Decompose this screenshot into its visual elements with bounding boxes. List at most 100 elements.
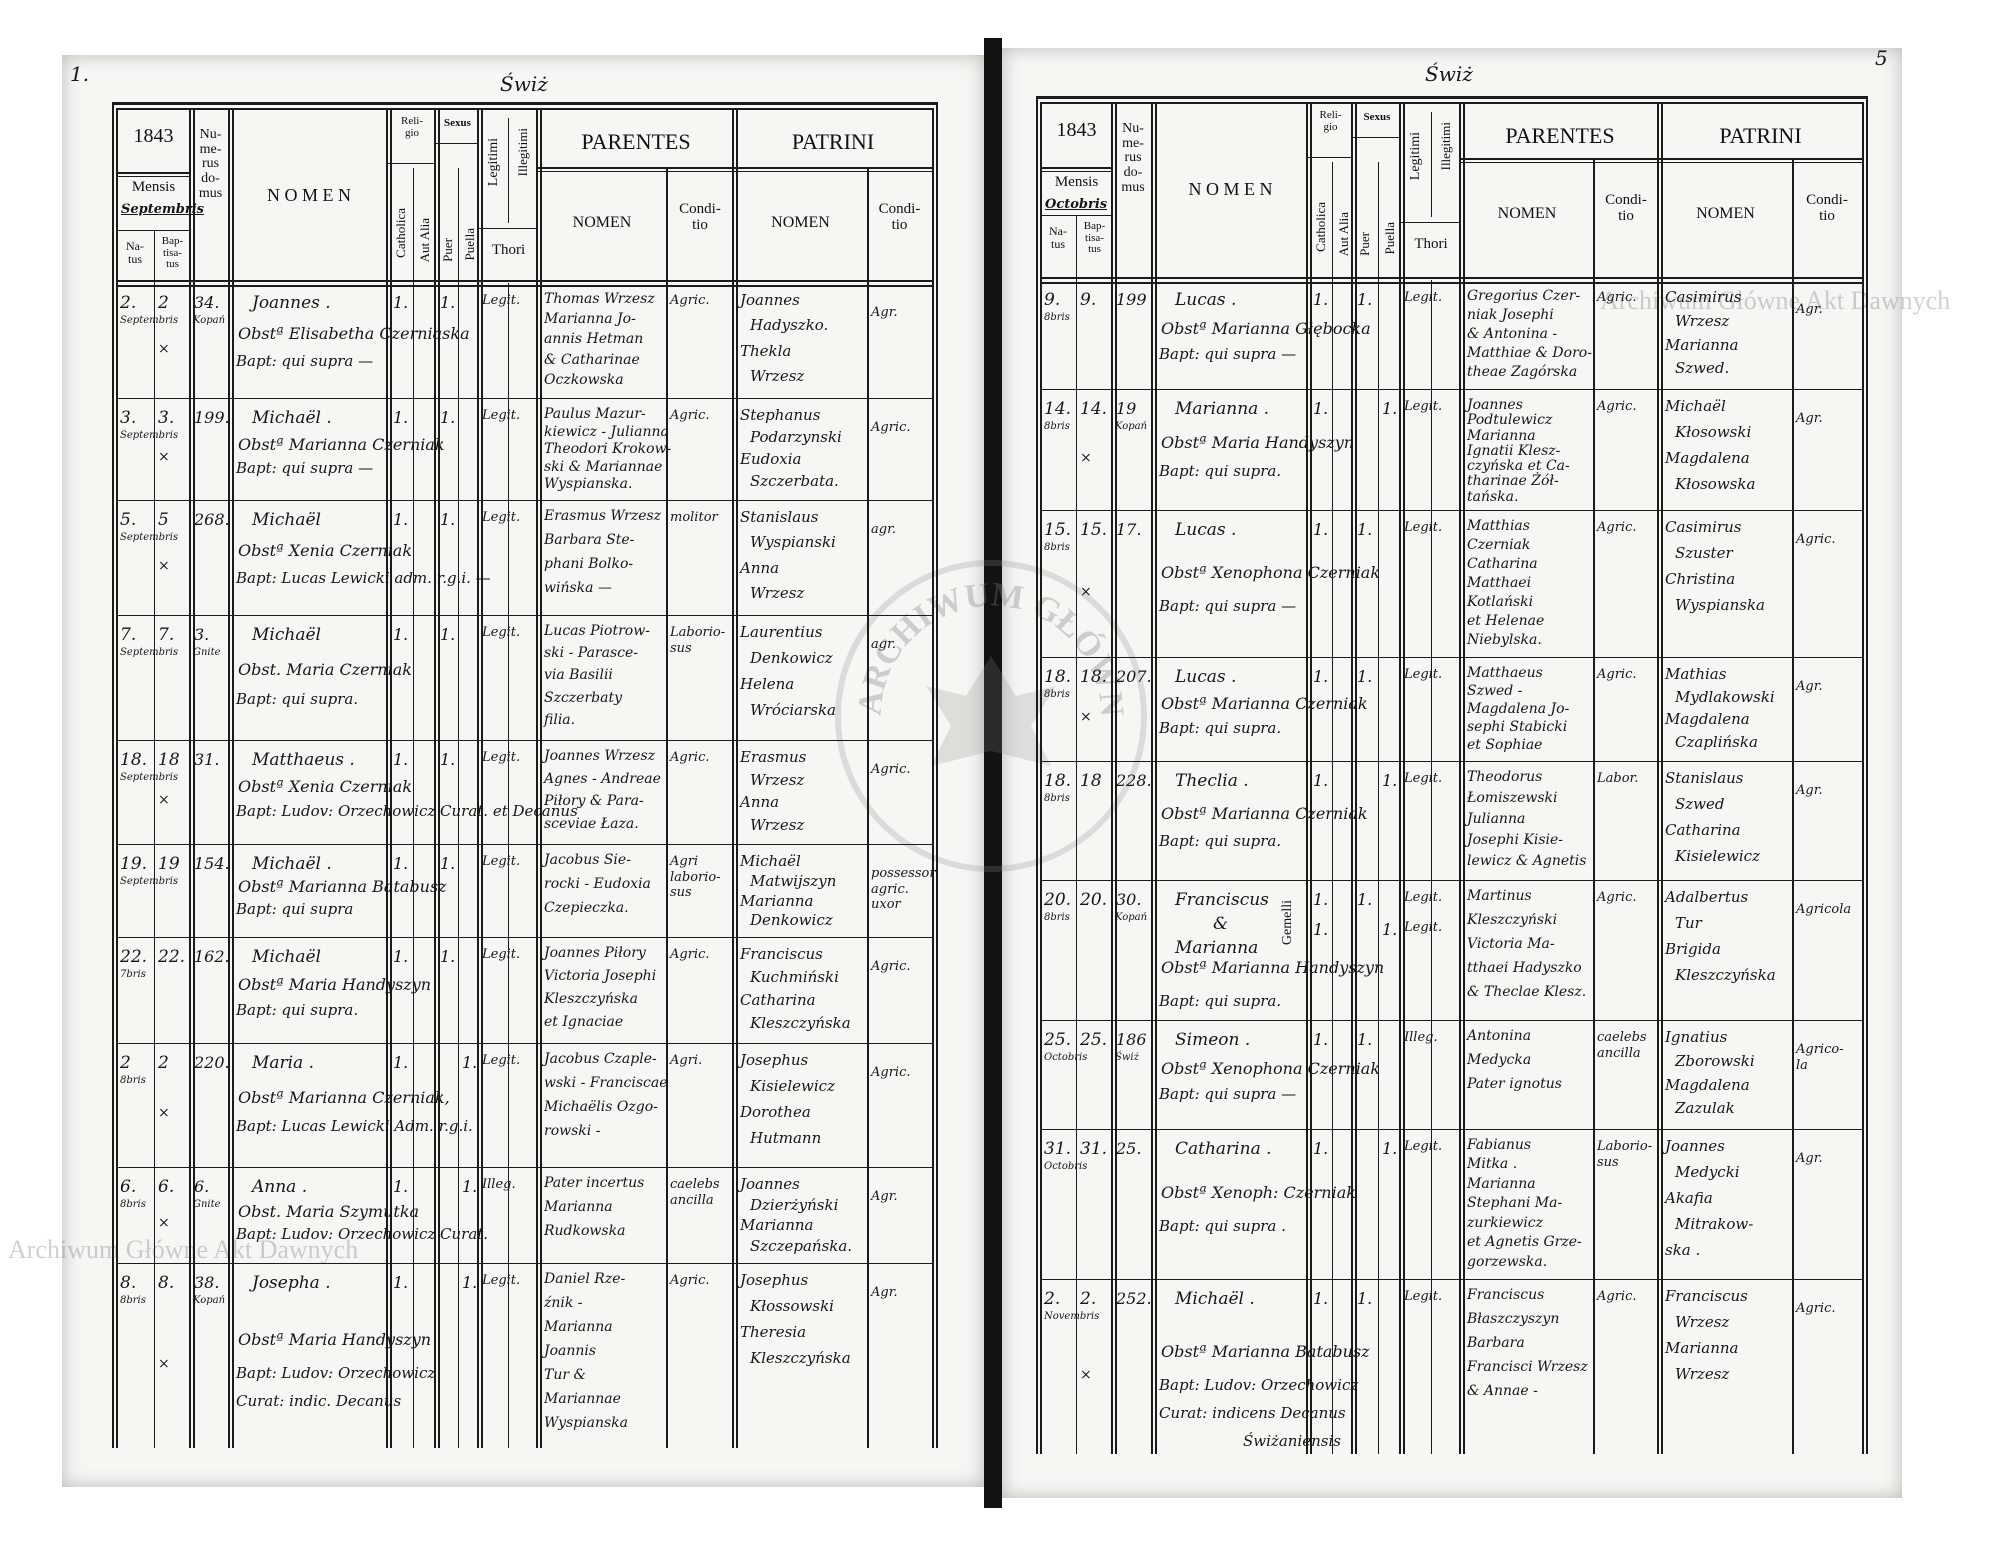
mensis-label: Mensis — [131, 179, 176, 195]
natus-day: 18. — [1044, 667, 1072, 687]
parents-condition: Agric. — [1597, 520, 1637, 535]
baptisatus-day: 18 — [1080, 771, 1102, 791]
mensis-label: Mensis — [1054, 174, 1099, 190]
mother-midwife: Obst. Maria Szymutka — [238, 1201, 420, 1221]
parents-condition: Agric. — [670, 750, 710, 765]
parent-line: Rudkowska — [544, 1223, 626, 1239]
illegitimi-label: Illegitimi — [1438, 122, 1453, 171]
godparent-line: Kleszczyńska — [1675, 966, 1776, 984]
birth-month: Novembris — [1044, 1311, 1100, 1322]
parent-line: Szwed - — [1467, 683, 1523, 699]
legitimacy: Legit. — [1404, 667, 1443, 682]
row-rule — [1040, 880, 1862, 881]
godparent-line: Wróciarska — [750, 701, 836, 719]
row-rule — [1040, 761, 1862, 762]
godparent-line: Wrzesz — [1675, 311, 1730, 330]
child-name: Matthaeus . — [252, 750, 355, 770]
natus-label: Na- tus — [126, 239, 144, 266]
house-number: 252. — [1116, 1289, 1152, 1308]
place-name-header: Świż — [500, 72, 548, 96]
baptizer: Bapt: qui supra . — [1159, 1217, 1286, 1235]
column-rule — [936, 102, 938, 1448]
house-number: 31. — [194, 750, 220, 769]
village-name: Gnite — [193, 1199, 221, 1210]
godparent-line: Kleszczyńska — [750, 1349, 851, 1367]
column-rule — [189, 108, 191, 1448]
godparent-line: Kisielewicz — [1675, 847, 1760, 865]
birth-month: 8bris — [1044, 312, 1070, 323]
child-name: Anna . — [252, 1177, 308, 1197]
catholica-mark: 1. — [1313, 520, 1329, 539]
godparents-condition: agr. — [871, 637, 896, 652]
baptizer: Bapt: Ludov: Orzechowicz Curat. et Decan… — [236, 802, 578, 821]
nomen-label: N O M E N — [1188, 179, 1273, 199]
house-number: 3. — [194, 625, 210, 644]
godparent-line: Hutmann — [750, 1129, 822, 1147]
natus-day: 14. — [1044, 399, 1072, 419]
baptizer: Bapt: qui supra. — [236, 690, 359, 708]
child-name-3: Marianna — [1175, 938, 1259, 958]
parent-line: Marianna — [544, 1319, 613, 1335]
parent-line: phani Bolko- — [544, 556, 634, 572]
row-rule — [116, 176, 191, 177]
catholica-mark: 1. — [1313, 1139, 1329, 1158]
parents-condition: molitor — [670, 510, 718, 525]
parent-line: Thomas Wrzesz — [544, 291, 655, 307]
parents-condition: Agri laborio- sus — [670, 854, 721, 901]
legitimacy: Illeg. — [1404, 1030, 1438, 1045]
godparents-condition: Agr. — [1796, 411, 1823, 426]
mother-midwife: Obstª Maria Handyszyn — [238, 1329, 432, 1349]
godparents-condition: Agr. — [1796, 1151, 1823, 1166]
godparent-line: Medycki — [1675, 1163, 1740, 1181]
row-rule — [538, 167, 932, 169]
row-rule — [1040, 277, 1862, 279]
child-name: Lucas . — [1175, 290, 1237, 310]
catholica-mark: 1. — [393, 947, 409, 966]
column-rule — [1351, 102, 1353, 1454]
godparent-line: Joannes — [740, 291, 800, 309]
mother-midwife: Obstª Marianna Czerniak — [238, 434, 445, 454]
godparent-line: Kuchmiński — [750, 968, 839, 986]
godparent-line: Matwijszyn — [750, 871, 837, 890]
parents-condition: Agric. — [1597, 890, 1637, 905]
parents-condition: Labor. — [1597, 771, 1639, 786]
gemelli-note: Gemelli — [1280, 900, 1295, 946]
row-rule — [1040, 657, 1862, 658]
parent-line: via Basilii — [544, 667, 613, 684]
parent-line: Błaszczyszyn — [1467, 1311, 1560, 1327]
legitimacy: Legit. — [1404, 520, 1443, 535]
parent-line: rocki - Eudoxia — [544, 876, 651, 892]
natus-day: 5. — [120, 510, 137, 530]
parent-line: kiewicz - Julianna — [544, 423, 669, 440]
row-rule — [116, 285, 932, 287]
parent-line: Catharina — [1467, 556, 1538, 572]
legitimacy: Legit. — [482, 293, 521, 308]
catholica-label: Catholica — [1313, 202, 1328, 252]
village-name: Kopań — [193, 315, 226, 326]
column-rule — [1657, 102, 1659, 1454]
godparent-line: Anna — [740, 793, 780, 811]
row-rule — [116, 615, 932, 616]
parent-line: Mitka . — [1467, 1156, 1518, 1173]
puer-mark: 1. — [440, 408, 456, 427]
godparent-line: Magdalena — [1665, 449, 1750, 467]
row-rule — [116, 844, 932, 845]
birth-month: 8bris — [1044, 421, 1070, 432]
column-rule — [116, 108, 118, 1448]
column-rule — [1332, 162, 1333, 1454]
birth-month: 8bris — [1044, 793, 1070, 804]
archive-watermark-text: Archiwum Główne Akt Dawnych — [1600, 286, 1951, 315]
row-rule — [1353, 137, 1401, 138]
column-rule — [666, 167, 668, 1448]
column-rule — [1036, 96, 1038, 1454]
parent-line: ski & Mariannae — [544, 458, 663, 475]
column-rule — [1378, 162, 1379, 1454]
legitimacy: Legit. — [482, 408, 521, 423]
mother-midwife: Obstª Xenoph: Czerniak — [1161, 1183, 1356, 1202]
godparents-condition: Agr. — [871, 1189, 898, 1204]
natus-day: 7. — [120, 625, 137, 645]
month-name: Septembris — [121, 202, 204, 217]
house-number: 34. — [194, 293, 220, 312]
parent-line: wińska — — [544, 580, 612, 596]
column-rule — [1459, 102, 1461, 1454]
